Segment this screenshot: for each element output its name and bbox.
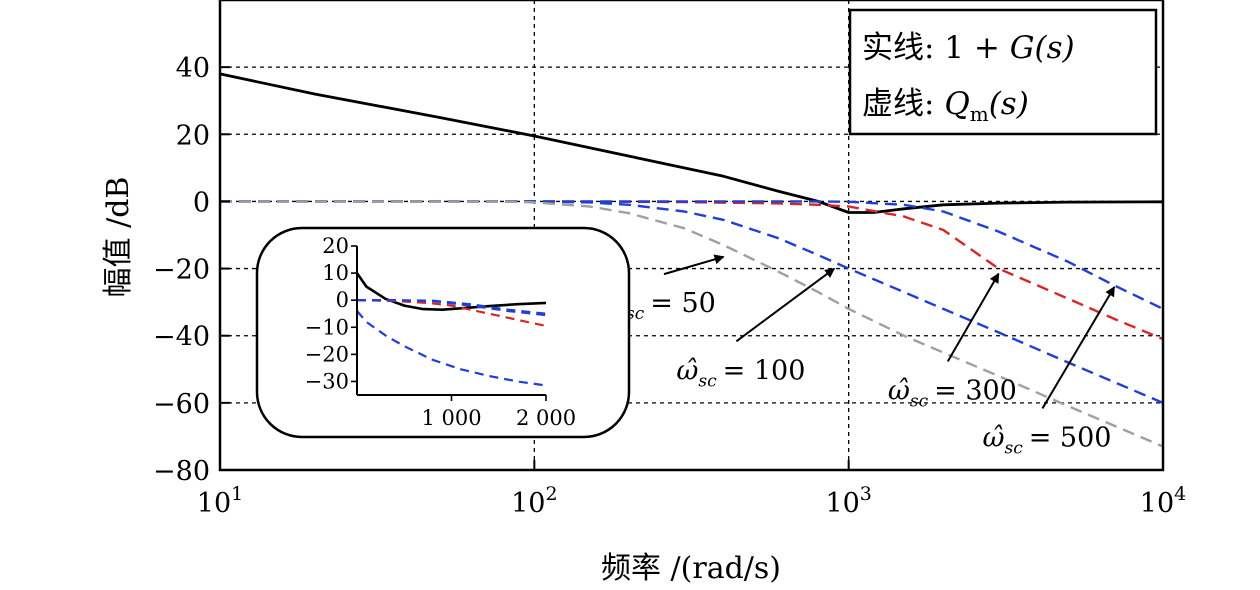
legend-line-dashed-prefix: 虚线: [862, 86, 944, 122]
x-axis-label: 频率 /(rad/s) [601, 551, 781, 586]
x-tick-label: 101 [197, 483, 243, 519]
legend-line-dashed-math: Q [944, 86, 969, 122]
legend-line-dashed-sub: m [970, 102, 989, 126]
x-tick-base: 10 [825, 488, 859, 519]
legend-line-dashed-tail: (s) [989, 86, 1029, 122]
inset-y-tick-label: 10 [322, 261, 349, 285]
y-tick-label: −60 [153, 389, 210, 420]
x-tick-exponent: 4 [1174, 483, 1186, 505]
y-tick-label: −40 [153, 322, 210, 353]
annotation-omega: ω̂ [982, 422, 1004, 453]
x-tick-label: 104 [1140, 483, 1186, 519]
y-axis-ticks: −80 −60 −40 −20 0 20 40 [153, 53, 230, 487]
annotation-value: = 100 [723, 355, 806, 386]
x-tick-label: 103 [825, 483, 871, 519]
x-tick-exponent: 3 [860, 483, 872, 505]
y-axis-label: 幅值 /dB [101, 177, 136, 298]
annotation-label: ω̂sc = 500 [982, 422, 1111, 458]
x-tick-exponent: 2 [545, 483, 557, 505]
y-tick-label: 0 [193, 187, 210, 218]
inset-y-tick-label: −10 [305, 315, 349, 339]
annotation-subscript: sc [698, 371, 717, 391]
x-tick-label: 102 [511, 483, 557, 519]
annotation-arrow [948, 274, 999, 362]
annotation-arrow [1042, 287, 1114, 408]
inset-chart: −30 −20 −10 0 10 20 1 000 2 000 [257, 228, 629, 437]
annotation-label: ω̂sc = 300 [888, 375, 1017, 411]
inset-y-tick-label: −20 [305, 342, 349, 366]
annotation-label: ω̂sc = 100 [676, 355, 805, 391]
legend-line-solid: 实线: 1 + G(s) [862, 30, 1075, 66]
legend-line-dashed: 虚线: Qm(s) [862, 86, 1029, 126]
x-tick-base: 10 [511, 488, 545, 519]
inset-y-tick-label: −30 [305, 369, 349, 393]
x-tick-base: 10 [197, 488, 231, 519]
legend-line-solid-prefix: 实线: 1 + [862, 30, 1010, 66]
legend: 实线: 1 + G(s) 虚线: Qm(s) [850, 10, 1156, 134]
annotation-value: = 50 [650, 288, 716, 319]
inset-x-tick-label: 2 000 [516, 406, 576, 430]
annotation-value: = 300 [934, 375, 1017, 406]
y-tick-label: 40 [176, 53, 210, 84]
bode-magnitude-chart: −80−60−40−2002040 101 102 103 104 频率 /(rad/… [0, 0, 1260, 590]
annotation-arrow [664, 257, 724, 274]
y-tick-label: −20 [153, 255, 210, 286]
x-tick-exponent: 1 [231, 483, 243, 505]
annotation-omega: ω̂ [888, 375, 910, 406]
annotation-subscript: sc [1004, 438, 1023, 458]
inset-y-tick-label: 0 [336, 288, 349, 312]
y-tick-label: −80 [153, 456, 210, 487]
annotation-arrow [736, 269, 834, 342]
inset-y-tick-label: 20 [322, 234, 349, 258]
legend-line-solid-math: G(s) [1010, 30, 1075, 66]
annotation-subscript: sc [910, 391, 929, 411]
y-tick-label: 20 [176, 120, 210, 151]
x-tick-base: 10 [1140, 488, 1174, 519]
inset-x-tick-label: 1 000 [421, 406, 481, 430]
annotation-omega: ω̂ [676, 355, 698, 386]
annotation-value: = 500 [1029, 422, 1112, 453]
